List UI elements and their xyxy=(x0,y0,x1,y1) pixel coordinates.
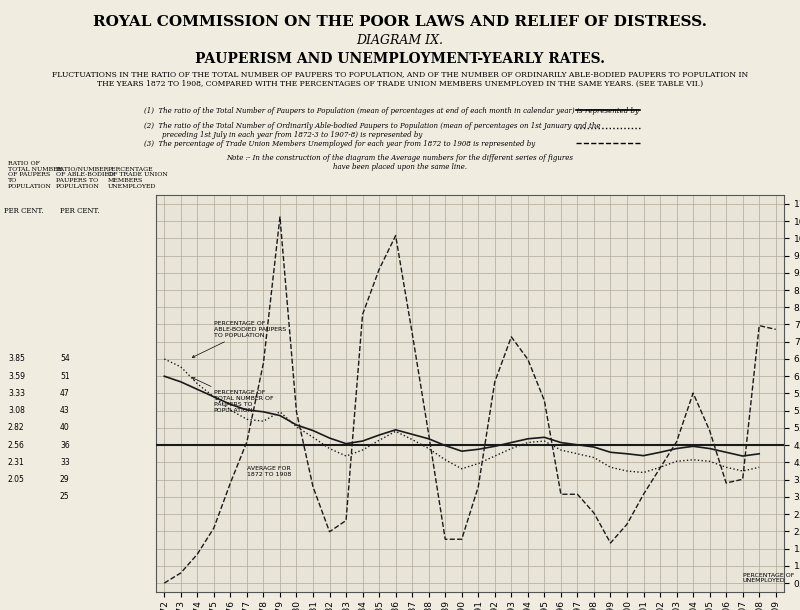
Text: 43: 43 xyxy=(60,406,70,415)
Text: 2.05: 2.05 xyxy=(8,475,25,484)
Text: 47: 47 xyxy=(60,389,70,398)
Text: 33: 33 xyxy=(60,458,70,467)
Text: PERCENTAGE OF
UNEMPLOYED: PERCENTAGE OF UNEMPLOYED xyxy=(742,573,794,583)
Text: 51: 51 xyxy=(60,371,70,381)
Text: DIAGRAM IX.: DIAGRAM IX. xyxy=(357,34,443,46)
Text: Note :- In the construction of the diagram the Average numbers for the different: Note :- In the construction of the diagr… xyxy=(226,154,574,171)
Text: PERCENTAGE
OF TRADE UNION
MEMBERS
UNEMPLOYED: PERCENTAGE OF TRADE UNION MEMBERS UNEMPL… xyxy=(108,167,168,189)
Text: 2.82: 2.82 xyxy=(8,423,25,432)
Text: ROYAL COMMISSION ON THE POOR LAWS AND RELIEF OF DISTRESS.: ROYAL COMMISSION ON THE POOR LAWS AND RE… xyxy=(93,15,707,29)
Text: 29: 29 xyxy=(60,475,70,484)
Text: RATIO OF
TOTAL NUMBER
OF PAUPERS
TO
POPULATION: RATIO OF TOTAL NUMBER OF PAUPERS TO POPU… xyxy=(8,161,62,189)
Text: 3.08: 3.08 xyxy=(8,406,25,415)
Text: PERCENTAGE OF
TOTAL NUMBER OF
PAUPERS TO
POPULATION: PERCENTAGE OF TOTAL NUMBER OF PAUPERS TO… xyxy=(192,378,274,413)
Text: (1)  The ratio of the Total Number of Paupers to Population (mean of percentages: (1) The ratio of the Total Number of Pau… xyxy=(144,107,639,115)
Text: 40: 40 xyxy=(60,423,70,432)
Text: (3)  The percentage of Trade Union Members Unemployed for each year from 1872 to: (3) The percentage of Trade Union Member… xyxy=(144,140,535,148)
Text: 3.59: 3.59 xyxy=(8,371,25,381)
Text: 2.31: 2.31 xyxy=(8,458,25,467)
Text: RATIO/NUMBER
OF ABLE-BODIED
PAUPERS TO
POPULATION: RATIO/NUMBER OF ABLE-BODIED PAUPERS TO P… xyxy=(56,167,114,189)
Text: AVERAGE FOR
1872 TO 1908: AVERAGE FOR 1872 TO 1908 xyxy=(247,465,291,476)
Text: PER CENT.: PER CENT. xyxy=(4,207,43,215)
Text: PER CENT.: PER CENT. xyxy=(60,207,99,215)
Text: (2)  The ratio of the Total Number of Ordinarily Able-bodied Paupers to Populati: (2) The ratio of the Total Number of Ord… xyxy=(144,122,601,139)
Text: 3.85: 3.85 xyxy=(8,354,25,364)
Text: 3.33: 3.33 xyxy=(8,389,25,398)
Text: PAUPERISM AND UNEMPLOYMENT-YEARLY RATES.: PAUPERISM AND UNEMPLOYMENT-YEARLY RATES. xyxy=(195,52,605,66)
Text: FLUCTUATIONS IN THE RATIO OF THE TOTAL NUMBER OF PAUPERS TO POPULATION, AND OF T: FLUCTUATIONS IN THE RATIO OF THE TOTAL N… xyxy=(52,70,748,87)
Text: 25: 25 xyxy=(60,492,70,501)
Text: 2.56: 2.56 xyxy=(8,440,25,450)
Text: 54: 54 xyxy=(60,354,70,364)
Text: 36: 36 xyxy=(60,440,70,450)
Text: PERCENTAGE OF
ABLE-BODIED PAUPERS
TO POPULATION: PERCENTAGE OF ABLE-BODIED PAUPERS TO POP… xyxy=(192,321,286,357)
